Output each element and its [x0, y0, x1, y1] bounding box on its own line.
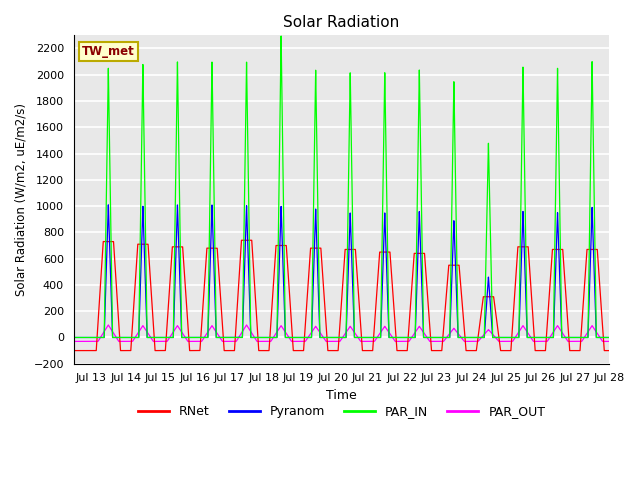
- PAR_OUT: [521, 325, 529, 331]
- Pyranom: [558, 335, 566, 340]
- PAR_IN: [102, 227, 109, 233]
- Line: PAR_IN: PAR_IN: [56, 36, 609, 337]
- RNet: [243, 238, 251, 243]
- PAR_IN: [605, 335, 613, 340]
- PAR_OUT: [102, 326, 109, 332]
- PAR_IN: [521, 168, 529, 174]
- PAR_OUT: [205, 327, 212, 333]
- X-axis label: Time: Time: [326, 389, 357, 402]
- Pyranom: [102, 282, 109, 288]
- Line: PAR_OUT: PAR_OUT: [56, 325, 609, 341]
- PAR_IN: [243, 83, 251, 89]
- RNet: [205, 245, 212, 251]
- Pyranom: [481, 335, 488, 340]
- RNet: [52, 348, 60, 353]
- PAR_IN: [481, 335, 488, 340]
- PAR_OUT: [52, 338, 60, 344]
- Line: Pyranom: Pyranom: [56, 205, 609, 337]
- Pyranom: [243, 215, 251, 221]
- RNet: [237, 238, 245, 243]
- PAR_OUT: [605, 338, 613, 344]
- RNet: [558, 247, 566, 252]
- Title: Solar Radiation: Solar Radiation: [284, 15, 400, 30]
- PAR_IN: [277, 33, 285, 39]
- Text: TW_met: TW_met: [82, 45, 134, 58]
- RNet: [102, 239, 109, 244]
- RNet: [605, 348, 613, 353]
- PAR_IN: [205, 263, 212, 268]
- PAR_IN: [52, 335, 60, 340]
- PAR_IN: [558, 335, 566, 340]
- PAR_OUT: [243, 323, 251, 328]
- Line: RNet: RNet: [56, 240, 609, 350]
- Pyranom: [104, 202, 112, 208]
- RNet: [481, 294, 488, 300]
- Pyranom: [521, 257, 529, 263]
- PAR_OUT: [104, 322, 112, 328]
- Legend: RNet, Pyranom, PAR_IN, PAR_OUT: RNet, Pyranom, PAR_IN, PAR_OUT: [132, 400, 550, 423]
- Pyranom: [205, 299, 212, 305]
- RNet: [521, 244, 529, 250]
- PAR_OUT: [481, 332, 488, 337]
- Pyranom: [605, 335, 613, 340]
- PAR_OUT: [558, 330, 566, 336]
- Y-axis label: Solar Radiation (W/m2, uE/m2/s): Solar Radiation (W/m2, uE/m2/s): [15, 103, 28, 296]
- Pyranom: [52, 335, 60, 340]
